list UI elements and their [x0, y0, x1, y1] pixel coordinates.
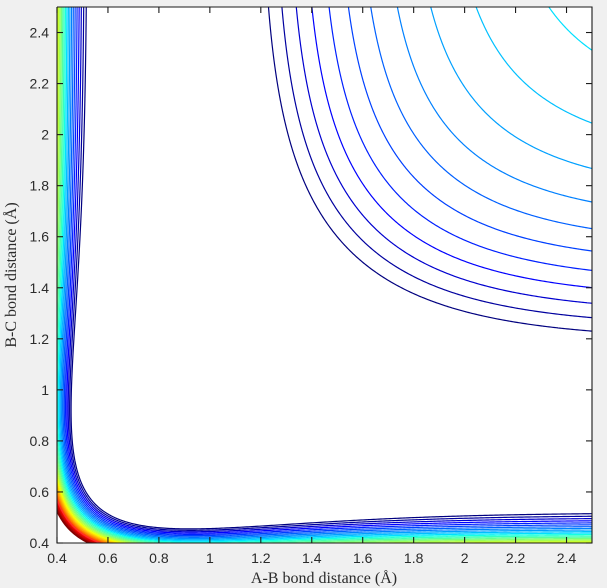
contour-line — [70, 7, 592, 530]
contour-line — [57, 473, 127, 543]
contour-line — [60, 7, 592, 540]
contour-line — [294, 537, 592, 543]
contour-line — [57, 467, 132, 543]
y-tick-label: 0.6 — [30, 484, 50, 500]
plot-area-background — [57, 7, 592, 543]
contour-line — [57, 495, 105, 543]
y-tick-label: 0.4 — [30, 535, 50, 551]
contour-line — [57, 507, 93, 543]
contour-line — [57, 481, 118, 543]
y-tick-label: 1.6 — [30, 229, 50, 245]
contour-line — [375, 540, 592, 543]
contour-line — [370, 7, 592, 230]
contour-line — [328, 7, 592, 272]
x-tick-label: 2.2 — [506, 550, 526, 566]
contour-line — [57, 453, 146, 543]
x-tick-label: 0.6 — [98, 550, 118, 566]
contour-line — [59, 7, 592, 541]
y-tick-label: 2.2 — [30, 76, 50, 92]
contour-line — [281, 7, 592, 319]
axes-group: 0.4 0.6 0.8 1 1.2 1.4 1.6 1.8 2 2.2 2.4 0.4 0.6 0.8 1 1… — [30, 6, 593, 566]
contour-line — [66, 7, 592, 534]
contour-line — [64, 7, 592, 535]
contour-line — [57, 489, 111, 543]
contour-line — [57, 443, 157, 543]
contour-line — [57, 477, 122, 543]
y-tick-label: 1.2 — [30, 331, 50, 347]
x-tick-label: 1 — [206, 550, 214, 566]
contour-line — [63, 7, 592, 537]
contour-line — [267, 7, 592, 332]
x-axis-label: A-B bond distance (Å) — [251, 569, 397, 587]
x-tick-label: 1.8 — [404, 550, 424, 566]
contour-line — [57, 511, 89, 543]
contour-line — [311, 7, 592, 289]
contour-line — [67, 7, 592, 533]
contour-line — [330, 539, 592, 543]
contour-line — [61, 7, 592, 539]
x-tick-label: 2 — [461, 550, 469, 566]
y-tick-label: 1.4 — [30, 280, 50, 296]
contour-line — [57, 492, 108, 543]
contour-line — [57, 509, 91, 543]
contour-line — [57, 7, 63, 306]
contour-line — [57, 504, 96, 543]
contour-line — [430, 7, 592, 170]
y-axis-label: B-C bond distance (Å) — [2, 202, 20, 347]
contour-line — [57, 7, 65, 376]
x-tick-label: 1.4 — [302, 550, 322, 566]
y-tick-label: 1.8 — [30, 178, 50, 194]
contour-line — [396, 7, 592, 203]
contour-line — [57, 7, 60, 224]
x-tick-label: 1.2 — [251, 550, 271, 566]
contour-line — [224, 535, 592, 543]
contour-line — [475, 7, 592, 124]
y-tick-label: 0.8 — [30, 433, 50, 449]
contour-line — [57, 485, 115, 543]
contour-line — [57, 7, 64, 339]
x-tick-label: 0.4 — [47, 550, 67, 566]
x-tick-label: 2.4 — [557, 550, 577, 566]
x-tick-label: 1.6 — [353, 550, 373, 566]
contour-line — [347, 7, 592, 252]
y-tick-label: 2.4 — [30, 25, 50, 41]
contour-line — [548, 7, 592, 51]
contour-line — [58, 7, 592, 542]
contour-line — [261, 536, 592, 543]
contour-line — [57, 461, 139, 543]
y-tick-label: 2 — [41, 127, 49, 143]
saddle-contour-line — [57, 498, 102, 543]
contour-line — [69, 7, 592, 531]
contour-line — [295, 7, 592, 304]
contour-line — [57, 7, 61, 269]
contour-line — [57, 502, 98, 543]
contour-line — [57, 424, 176, 543]
contour-line — [57, 7, 592, 543]
x-tick-label: 0.8 — [149, 550, 169, 566]
contour-line — [62, 7, 592, 538]
contour-line-group — [57, 7, 592, 543]
y-tick-label: 1 — [41, 382, 49, 398]
